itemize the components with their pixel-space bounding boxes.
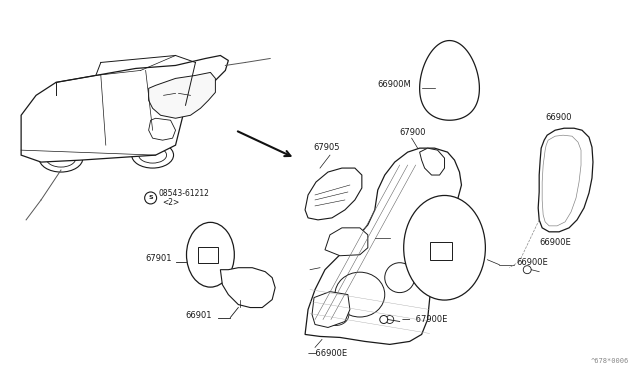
Ellipse shape: [323, 304, 349, 326]
Ellipse shape: [157, 103, 171, 113]
Circle shape: [386, 315, 394, 324]
Ellipse shape: [186, 222, 234, 287]
Polygon shape: [420, 148, 445, 175]
FancyBboxPatch shape: [168, 97, 180, 105]
FancyBboxPatch shape: [193, 83, 202, 93]
Text: 66900E: 66900E: [539, 238, 571, 247]
Text: 67900: 67900: [400, 128, 426, 137]
FancyBboxPatch shape: [426, 155, 438, 167]
Text: ^678*0006: ^678*0006: [591, 358, 629, 364]
Circle shape: [559, 179, 571, 191]
Text: 66900: 66900: [546, 113, 572, 122]
Text: 67901: 67901: [146, 254, 172, 263]
Polygon shape: [312, 292, 350, 327]
Text: S: S: [148, 195, 153, 201]
Polygon shape: [305, 168, 362, 220]
Ellipse shape: [132, 142, 173, 168]
FancyBboxPatch shape: [198, 247, 218, 263]
Polygon shape: [21, 55, 228, 162]
Circle shape: [560, 195, 570, 205]
Ellipse shape: [177, 102, 189, 112]
Circle shape: [145, 192, 157, 204]
Text: —66900E: —66900E: [308, 349, 348, 358]
Polygon shape: [148, 118, 175, 140]
Text: 66901: 66901: [186, 311, 212, 320]
Polygon shape: [148, 73, 216, 118]
Ellipse shape: [404, 195, 485, 300]
Circle shape: [264, 288, 272, 296]
FancyBboxPatch shape: [429, 242, 451, 260]
Polygon shape: [220, 268, 275, 308]
Circle shape: [559, 164, 571, 176]
Ellipse shape: [46, 149, 76, 167]
Ellipse shape: [335, 272, 385, 317]
Text: 08543-61212: 08543-61212: [159, 189, 209, 199]
FancyBboxPatch shape: [435, 82, 452, 97]
Polygon shape: [325, 228, 368, 256]
Circle shape: [236, 280, 245, 290]
Text: 66900M: 66900M: [378, 80, 412, 89]
Polygon shape: [420, 41, 479, 120]
Text: <2>: <2>: [163, 198, 180, 208]
Text: 67905: 67905: [314, 143, 340, 152]
Circle shape: [253, 280, 263, 290]
Polygon shape: [538, 128, 593, 232]
Circle shape: [559, 149, 571, 161]
Ellipse shape: [39, 144, 83, 172]
Text: 66900E: 66900E: [516, 258, 548, 267]
Circle shape: [524, 266, 531, 274]
Polygon shape: [305, 148, 461, 344]
Ellipse shape: [385, 263, 415, 293]
Circle shape: [380, 315, 388, 324]
Text: —  67900E: — 67900E: [402, 315, 447, 324]
Ellipse shape: [139, 147, 166, 163]
FancyBboxPatch shape: [175, 86, 184, 92]
